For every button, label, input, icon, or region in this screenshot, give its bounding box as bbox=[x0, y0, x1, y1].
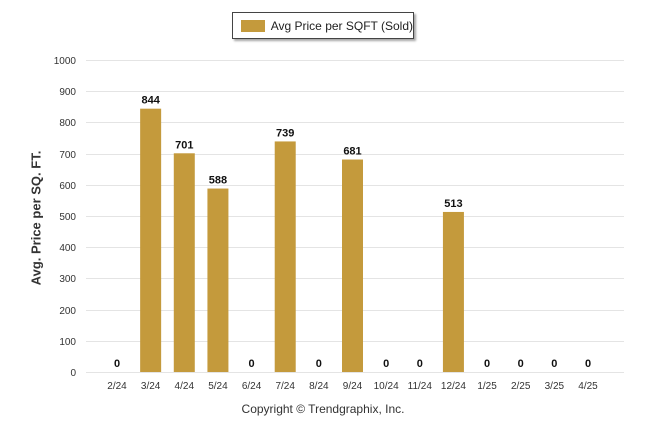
x-axis-ticks: 2/24 3/24 4/24 5/24 6/24 7/24 8/24 9/24 10/24 11/… bbox=[107, 381, 598, 392]
x-tick-label: 5/24 bbox=[208, 381, 228, 392]
x-tick-label: 9/24 bbox=[343, 381, 363, 392]
legend-swatch bbox=[241, 19, 265, 32]
bar-value-label: 0 bbox=[518, 358, 524, 370]
x-tick-label: 2/25 bbox=[511, 381, 531, 392]
x-tick-label: 6/24 bbox=[242, 381, 262, 392]
bar-value-label: 0 bbox=[316, 358, 322, 370]
y-tick-label: 200 bbox=[59, 306, 76, 317]
x-tick-label: 7/24 bbox=[275, 381, 295, 392]
copyright-text: Copyright © Trendgraphix, Inc. bbox=[241, 402, 405, 416]
bar-value-label: 513 bbox=[444, 198, 462, 210]
x-tick-label: 1/25 bbox=[477, 381, 497, 392]
y-tick-label: 0 bbox=[70, 368, 76, 379]
x-tick-label: 3/25 bbox=[545, 381, 565, 392]
y-tick-label: 600 bbox=[59, 181, 76, 192]
y-tick-label: 900 bbox=[59, 87, 76, 98]
bar bbox=[207, 188, 229, 372]
bar bbox=[173, 153, 195, 372]
x-tick-label: 4/24 bbox=[175, 381, 195, 392]
y-tick-label: 100 bbox=[59, 337, 76, 348]
bar-value-label: 588 bbox=[209, 175, 227, 187]
bar-value-label: 0 bbox=[417, 358, 423, 370]
bar-value-label: 844 bbox=[141, 95, 160, 107]
x-tick-label: 4/25 bbox=[578, 381, 598, 392]
x-tick-label: 12/24 bbox=[441, 381, 466, 392]
bar-value-label: 0 bbox=[114, 358, 120, 370]
x-tick-label: 8/24 bbox=[309, 381, 329, 392]
bar-value-label: 701 bbox=[175, 139, 193, 151]
y-tick-label: 700 bbox=[59, 150, 76, 161]
y-tick-label: 400 bbox=[59, 243, 76, 254]
bar-value-label: 0 bbox=[551, 358, 557, 370]
bar-value-label: 0 bbox=[484, 358, 490, 370]
y-tick-label: 500 bbox=[59, 212, 76, 223]
bar bbox=[342, 159, 363, 372]
data-labels: 0 844 701 588 0 739 0 681 0 0 513 0 0 0 0 bbox=[114, 95, 591, 370]
bar-value-label: 0 bbox=[249, 358, 255, 370]
x-tick-label: 10/24 bbox=[374, 381, 399, 392]
bar bbox=[442, 211, 464, 372]
y-axis-ticks: 0 100 200 300 400 500 600 700 800 900 1000 bbox=[54, 56, 77, 379]
y-tick-label: 1000 bbox=[54, 56, 77, 67]
y-tick-label: 300 bbox=[59, 274, 76, 285]
x-tick-label: 11/24 bbox=[408, 381, 433, 392]
y-axis-title: Avg. Price per SQ. FT. bbox=[28, 150, 44, 286]
bar-value-label: 739 bbox=[276, 127, 294, 139]
x-tick-label: 3/24 bbox=[141, 381, 161, 392]
bars bbox=[140, 108, 464, 372]
bar bbox=[274, 141, 296, 372]
bar-value-label: 0 bbox=[585, 358, 591, 370]
legend[interactable]: Avg Price per SQFT (Sold) bbox=[232, 12, 414, 39]
legend-label: Avg Price per SQFT (Sold) bbox=[270, 18, 413, 33]
y-tick-label: 800 bbox=[59, 118, 76, 129]
x-tick-label: 2/24 bbox=[107, 381, 127, 392]
bar-value-label: 681 bbox=[343, 146, 361, 158]
bar-value-label: 0 bbox=[383, 358, 389, 370]
bar bbox=[140, 108, 162, 372]
